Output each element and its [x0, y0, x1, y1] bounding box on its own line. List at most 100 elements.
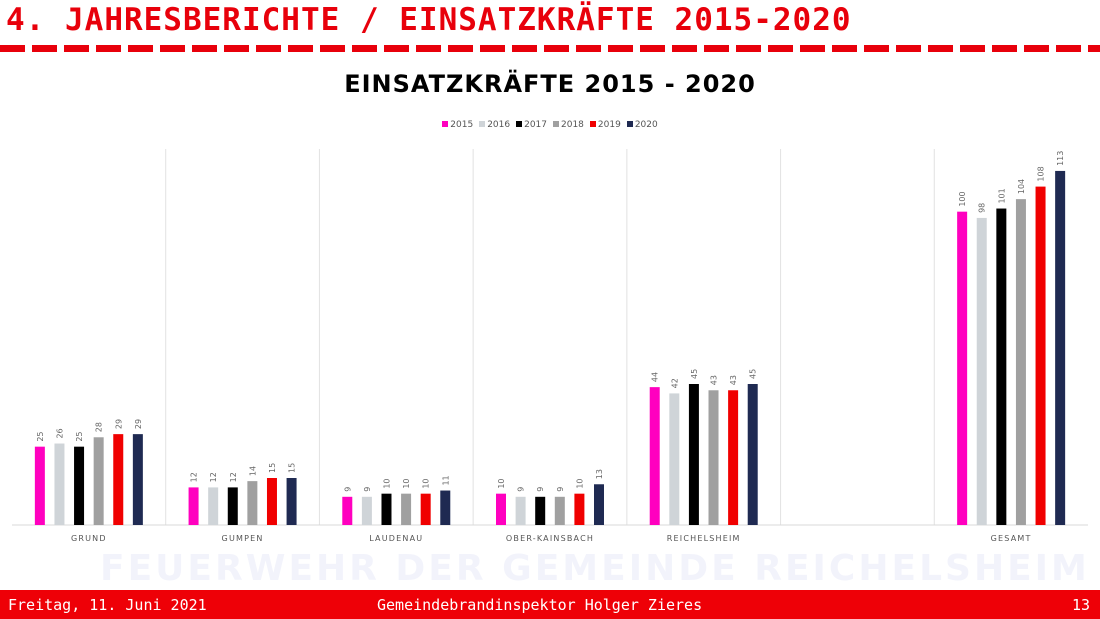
bar-2015: [496, 493, 506, 525]
bar-2019: [113, 434, 124, 525]
data-label: 25: [75, 431, 84, 441]
footer-author: Gemeindebrandinspektor Holger Zieres: [377, 596, 703, 614]
bar-2020: [132, 434, 143, 525]
legend-label: 2016: [487, 120, 511, 130]
bar-2019: [1035, 186, 1046, 525]
data-label: 12: [229, 472, 238, 482]
legend-item-2018: 2018: [553, 120, 584, 130]
bar-2016: [515, 496, 526, 525]
legend-swatch: [516, 121, 523, 127]
data-label: 98: [978, 203, 987, 213]
bar-2016: [361, 496, 372, 525]
category-label: GUMPEN: [222, 534, 264, 543]
data-label: 45: [749, 369, 758, 379]
page-number: 13: [1071, 596, 1090, 614]
legend-label: 2020: [634, 120, 658, 130]
legend-label: 2017: [524, 120, 547, 130]
data-label: 10: [497, 478, 506, 488]
slide-title: 4. JAHRESBERICHTE / EINSATZKRÄFTE 2015-2…: [6, 2, 852, 38]
legend-item-2019: 2019: [589, 120, 621, 130]
legend-swatch: [442, 121, 449, 127]
bar-2018: [1015, 199, 1026, 525]
legend-swatch: [479, 121, 486, 127]
bar-chart: GRUND 25 26 25 28 29 29 GUMPEN 12 12 12 14 15 15 LAUDE…: [12, 149, 1088, 543]
data-label: 9: [363, 487, 372, 492]
legend-item-2017: 2017: [516, 120, 547, 130]
data-label: 12: [190, 472, 199, 482]
bar-2020: [1055, 170, 1066, 525]
bar-2017: [996, 208, 1007, 526]
bar-2015: [342, 496, 353, 525]
legend-label: 2015: [450, 120, 474, 130]
bar-2019: [420, 493, 431, 525]
data-label: 28: [95, 422, 104, 432]
legend-item-2015: 2015: [442, 120, 473, 130]
data-label: 10: [402, 478, 411, 488]
category-label: OBER-KAINSBACH: [506, 534, 594, 543]
bar-2019: [266, 478, 277, 525]
watermark: FEUERWEHR DER GEMEINDE REICHELSHEIM: [100, 548, 1090, 589]
data-label: 29: [134, 419, 143, 429]
data-label: 10: [382, 478, 391, 488]
bar-2019: [574, 493, 585, 525]
bar-2018: [554, 496, 565, 525]
data-label: 101: [997, 188, 1006, 203]
data-label: 12: [209, 472, 218, 482]
bar-2018: [708, 390, 719, 525]
bar-2017: [381, 493, 392, 525]
bar-2018: [247, 481, 258, 525]
bar-2019: [728, 390, 739, 525]
category-label: GESAMT: [991, 534, 1032, 543]
footer-bar: Freitag, 11. Juni 2021 Gemeindebrandinsp…: [0, 590, 1100, 619]
legend-label: 2019: [597, 120, 621, 130]
bar-2020: [440, 490, 451, 525]
bar-2020: [747, 384, 758, 525]
dashed-divider: [0, 45, 1100, 52]
data-label: 113: [1056, 151, 1065, 166]
data-label: 108: [1037, 166, 1046, 181]
legend-item-2020: 2020: [626, 120, 658, 130]
data-label: 15: [268, 463, 277, 473]
category-label: REICHELSHEIM: [667, 534, 741, 543]
legend-swatch: [589, 121, 596, 127]
data-label: 11: [441, 475, 450, 485]
bar-2017: [535, 496, 546, 525]
data-label: 13: [595, 469, 604, 479]
data-label: 25: [36, 431, 45, 441]
category-label: GRUND: [71, 534, 107, 543]
data-label: 43: [729, 375, 738, 385]
bar-2015: [649, 387, 660, 525]
footer-date: Freitag, 11. Juni 2021: [8, 596, 207, 614]
legend-item-2016: 2016: [479, 120, 510, 130]
category-label: LAUDENAU: [369, 534, 423, 543]
data-label: 26: [55, 428, 64, 438]
data-label: 9: [517, 487, 526, 492]
bar-2015: [957, 211, 968, 525]
data-label: 9: [343, 487, 352, 492]
bar-2016: [669, 393, 680, 525]
legend-label: 2018: [561, 120, 584, 130]
bar-2020: [594, 484, 604, 525]
legend-swatch: [626, 121, 633, 127]
bar-2015: [34, 446, 45, 525]
chart-legend: 2015 2016 2017 2018 2019 2020: [0, 120, 1100, 130]
bar-2020: [286, 478, 297, 525]
data-label: 10: [575, 478, 584, 488]
data-label: 29: [114, 419, 123, 429]
data-label: 45: [690, 369, 699, 379]
data-label: 9: [536, 487, 545, 492]
data-label: 104: [1017, 179, 1026, 194]
data-label: 44: [651, 372, 660, 382]
data-label: 9: [556, 487, 565, 492]
data-label: 43: [710, 375, 719, 385]
data-label: 42: [670, 378, 679, 388]
data-label: 15: [288, 463, 297, 473]
bar-2016: [208, 487, 219, 525]
bar-2015: [188, 487, 199, 525]
chart-title: EINSATZKRÄFTE 2015 - 2020: [344, 70, 756, 98]
bar-2018: [93, 437, 104, 525]
data-label: 10: [422, 478, 431, 488]
bar-2016: [976, 217, 987, 525]
bar-2017: [227, 487, 238, 525]
data-label: 14: [248, 466, 257, 476]
